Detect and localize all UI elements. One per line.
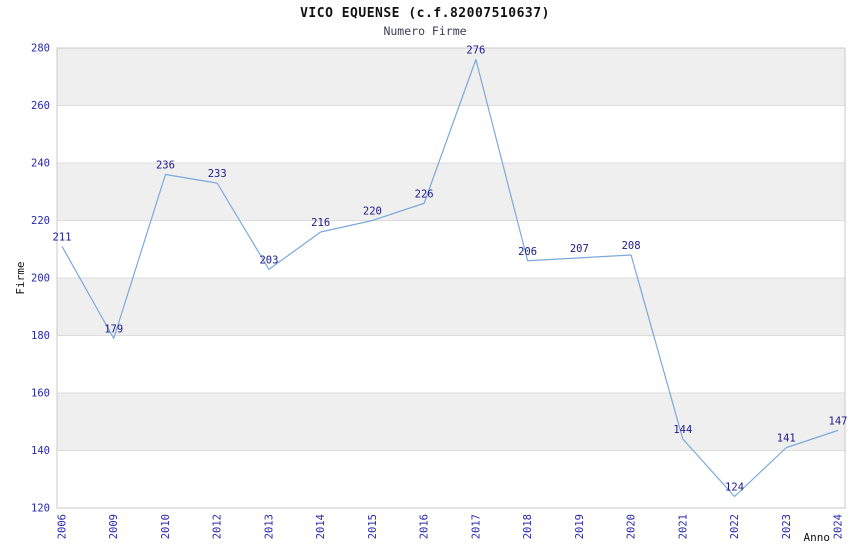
x-tick-label: 2010 — [160, 514, 172, 539]
y-tick-label: 260 — [31, 100, 50, 112]
x-tick-label: 2016 — [419, 514, 431, 539]
x-tick-label: 2024 — [833, 514, 845, 539]
plot-band — [57, 278, 845, 336]
y-tick-label: 240 — [31, 158, 50, 170]
x-tick-label: 2020 — [626, 514, 638, 539]
data-point-label: 207 — [570, 243, 589, 255]
data-point-label: 203 — [259, 254, 278, 266]
data-point-label: 233 — [208, 168, 227, 180]
plot-band — [57, 48, 845, 106]
y-tick-label: 140 — [31, 445, 50, 457]
x-tick-label: 2018 — [522, 514, 534, 539]
y-tick-label: 180 — [31, 330, 50, 342]
data-point-label: 141 — [777, 433, 796, 445]
data-point-label: 124 — [725, 482, 744, 494]
data-point-label: 179 — [104, 323, 123, 335]
plot-border — [56, 47, 846, 509]
y-tick-label: 160 — [31, 388, 50, 400]
plot-band — [57, 393, 845, 451]
x-tick-label: 2019 — [574, 514, 586, 539]
data-point-label: 211 — [53, 231, 72, 243]
data-point-label: 206 — [518, 246, 537, 258]
x-tick-label: 2014 — [315, 514, 327, 539]
y-tick-label: 200 — [31, 273, 50, 285]
data-point-label: 276 — [466, 45, 485, 57]
y-tick-label: 220 — [31, 215, 50, 227]
x-tick-label: 2012 — [212, 514, 224, 539]
data-point-label: 216 — [311, 217, 330, 229]
y-tick-label: 120 — [31, 503, 50, 515]
x-axis-label: Anno — [804, 531, 831, 544]
data-point-label: 220 — [363, 206, 382, 218]
x-tick-label: 2006 — [57, 514, 69, 539]
x-tick-label: 2021 — [677, 514, 689, 539]
data-point-label: 208 — [622, 240, 641, 252]
y-axis-label: Firme — [14, 261, 27, 294]
data-point-label: 144 — [673, 424, 692, 436]
data-line — [61, 58, 839, 498]
plot-band — [57, 163, 845, 221]
data-point-label: 236 — [156, 160, 175, 172]
y-tick-label: 280 — [31, 43, 50, 55]
data-point-label: 147 — [829, 415, 848, 427]
x-tick-label: 2023 — [781, 514, 793, 539]
x-tick-label: 2022 — [729, 514, 741, 539]
x-tick-label: 2015 — [367, 514, 379, 539]
x-tick-label: 2009 — [108, 514, 120, 539]
x-tick-label: 2013 — [263, 514, 275, 539]
x-tick-label: 2017 — [470, 514, 482, 539]
data-point-label: 226 — [415, 188, 434, 200]
